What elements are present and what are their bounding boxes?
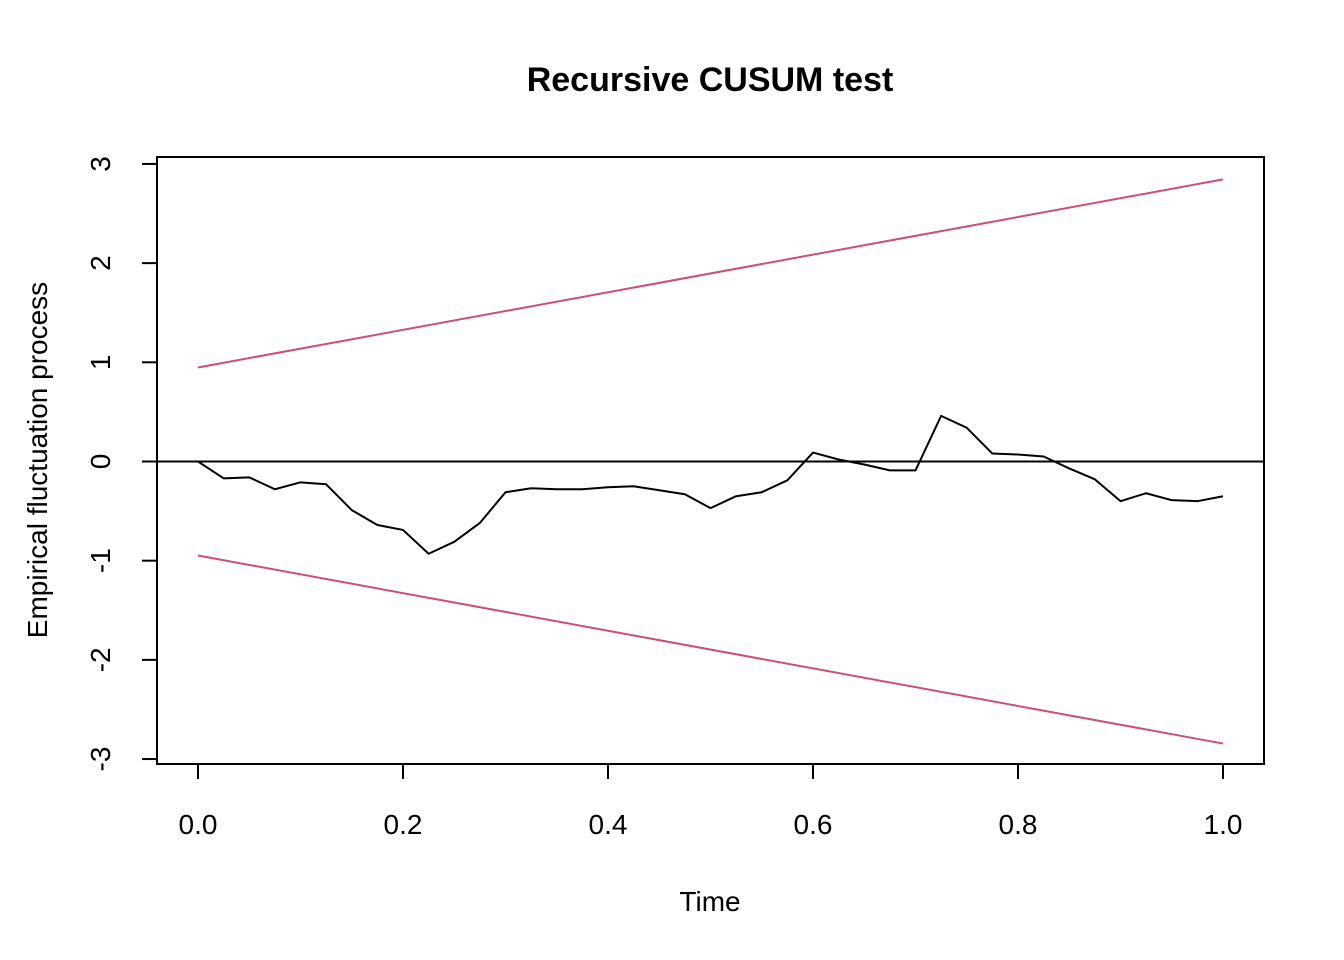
x-tick-label: 0.8	[999, 809, 1038, 840]
y-tick-label: 0	[85, 454, 116, 470]
plot-lines	[157, 178, 1264, 745]
chart-title: Recursive CUSUM test	[527, 61, 894, 99]
y-tick-label: -2	[85, 647, 116, 672]
x-tick-label: 0.2	[384, 809, 423, 840]
process-line	[197, 414, 1224, 555]
y-tick-label: -3	[85, 747, 116, 772]
lower-boundary-line	[197, 554, 1224, 745]
y-tick-label: -1	[85, 548, 116, 573]
y-tick-label: 1	[85, 355, 116, 371]
y-tick-label: 2	[85, 255, 116, 271]
x-axis-label: Time	[679, 886, 740, 917]
x-tick-label: 0.4	[589, 809, 628, 840]
upper-boundary-line	[197, 178, 1224, 369]
x-tick-label: 0.6	[794, 809, 833, 840]
x-axis: 0.0 0.2 0.4 0.6 0.8 1.0	[179, 763, 1243, 840]
y-tick-label: 3	[85, 156, 116, 172]
x-tick-label: 0.0	[179, 809, 218, 840]
y-axis: -3 -2 -1 0 1 2 3	[85, 156, 158, 772]
y-axis-label: Empirical fluctuation process	[22, 282, 53, 638]
x-tick-label: 1.0	[1204, 809, 1243, 840]
